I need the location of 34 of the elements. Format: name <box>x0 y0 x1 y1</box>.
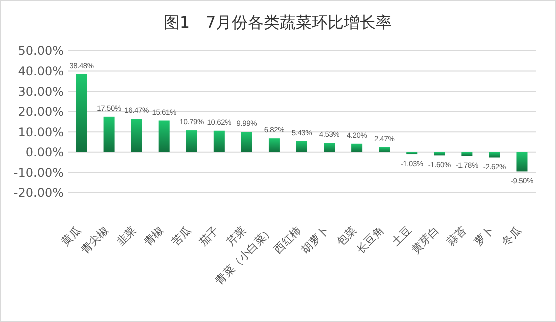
bar <box>324 143 336 152</box>
bar <box>214 130 225 152</box>
x-tick-label: 胡萝卜 <box>299 224 332 256</box>
bar <box>296 141 308 152</box>
bar <box>76 74 88 152</box>
y-tick-label: 0.00% <box>26 146 64 160</box>
x-tick-label: 冬瓜 <box>500 224 524 249</box>
bar <box>241 132 252 152</box>
bar <box>516 152 528 172</box>
y-tick-label: -20.00% <box>14 186 64 200</box>
y-tick-label: 40.00% <box>18 64 64 78</box>
x-tick-label: 苦瓜 <box>169 224 194 249</box>
chart-title: 图1 7月份各类蔬菜环比增长率 <box>164 13 392 32</box>
bar <box>406 152 418 155</box>
bar <box>489 152 500 158</box>
bar <box>462 152 473 156</box>
y-tick-label: 10.00% <box>18 125 64 140</box>
y-tick-label: -10.00% <box>14 166 64 180</box>
x-tick-label: 萝卜 <box>472 224 497 249</box>
bar <box>158 120 170 152</box>
bar <box>104 116 115 152</box>
x-tick-label: 蒜苔 <box>444 224 470 249</box>
bar <box>268 138 280 152</box>
bar <box>434 152 446 156</box>
bar <box>379 147 390 152</box>
y-tick-label: 30.00% <box>18 84 64 99</box>
x-tick-label: 青椒 <box>142 224 166 249</box>
bar <box>131 119 142 152</box>
y-tick-label: 20.00% <box>18 105 64 120</box>
x-tick-label: 茄子 <box>196 224 222 249</box>
x-tick-label: 韭菜 <box>114 224 139 249</box>
bar <box>186 130 198 152</box>
y-tick-label: 50.00% <box>18 44 64 58</box>
bar <box>352 144 363 152</box>
